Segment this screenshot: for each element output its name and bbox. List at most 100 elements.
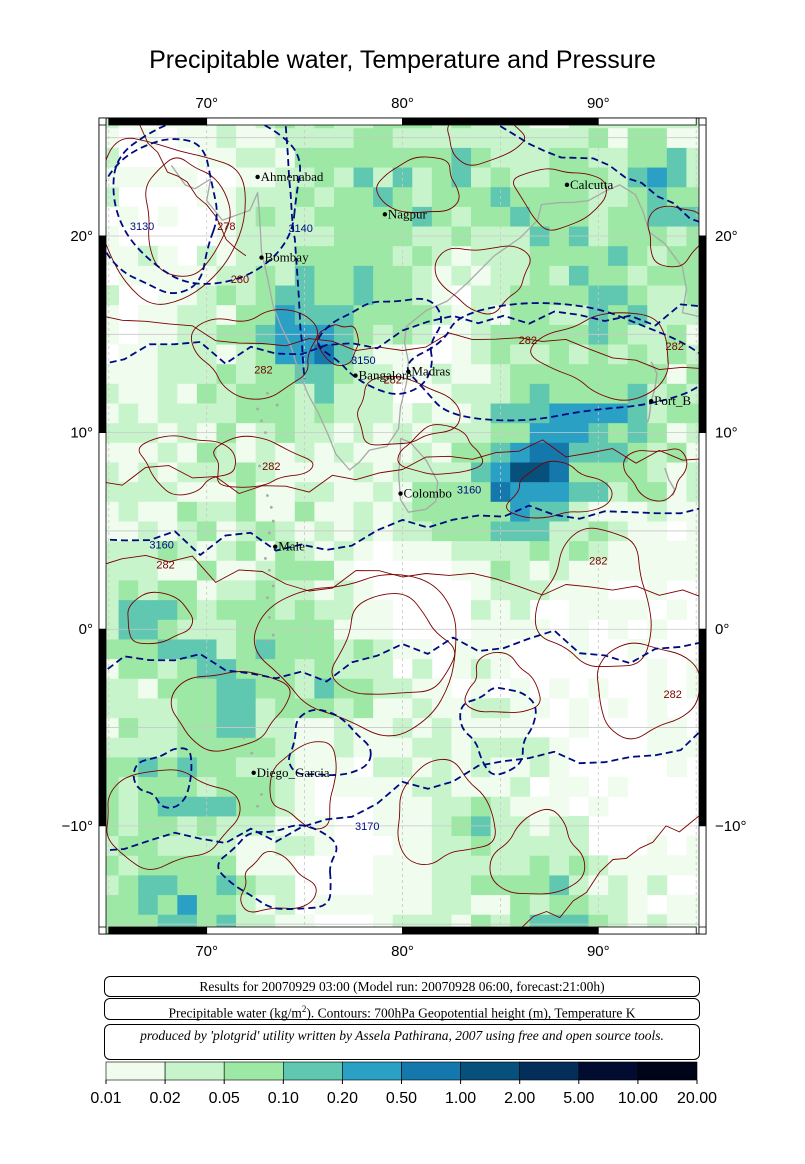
colorbar-label: 0.20 [327, 1090, 358, 1107]
pw-cell [568, 875, 589, 896]
frame-corner [698, 926, 707, 935]
pw-cell [255, 206, 276, 227]
pw-cell [157, 698, 178, 719]
pw-cell [177, 796, 198, 817]
pw-cell [275, 206, 296, 227]
colorbar-swatch [637, 1061, 698, 1081]
pw-cell [138, 167, 159, 188]
pw-cell [510, 855, 531, 876]
pw-cell [431, 265, 452, 286]
pw-cell [177, 167, 198, 188]
pw-cell [353, 599, 374, 620]
pw-cell [138, 599, 159, 620]
pw-cell [490, 796, 511, 817]
temperature-isoline [397, 758, 496, 865]
pw-cell [118, 403, 139, 424]
colorbar-label: 0.02 [150, 1090, 181, 1107]
pw-cell [255, 147, 276, 168]
temperature-contours [99, 118, 706, 930]
pw-cell [216, 442, 237, 463]
pw-cell [353, 186, 374, 207]
pw-cell [647, 540, 668, 561]
pw-cell [216, 403, 237, 424]
pw-cell [373, 363, 394, 384]
pw-cell [314, 580, 335, 601]
pw-cell [451, 206, 472, 227]
pw-cell [118, 363, 139, 384]
pw-cell [431, 540, 452, 561]
pw-cell [255, 875, 276, 896]
pw-cell [431, 698, 452, 719]
pw-cell [333, 245, 354, 266]
pw-cell [236, 304, 257, 325]
pw-cell [549, 462, 570, 483]
pw-cell [353, 147, 374, 168]
pw-cell [549, 403, 570, 424]
pw-cell [255, 678, 276, 699]
island-marker [271, 633, 275, 637]
temperature-isoline [240, 851, 317, 913]
pw-cell [236, 599, 257, 620]
pw-cell [314, 462, 335, 483]
geopotential-height-contours [99, 118, 706, 910]
pw-cell [373, 501, 394, 522]
pw-cell [431, 678, 452, 699]
pw-cell [255, 403, 276, 424]
pw-cell [314, 304, 335, 325]
pw-cell [157, 678, 178, 699]
coastline-sri-lanka [397, 437, 439, 513]
pw-cell [373, 776, 394, 797]
pw-cell [529, 383, 550, 404]
pw-cell [647, 658, 668, 679]
pw-cell [392, 245, 413, 266]
pw-cell [568, 894, 589, 915]
pw-cell [216, 875, 237, 896]
pw-cell [549, 481, 570, 502]
pw-cell [529, 737, 550, 758]
pw-cell [627, 639, 648, 660]
pw-cell [236, 737, 257, 758]
pw-cell [490, 737, 511, 758]
pw-cell [471, 698, 492, 719]
city-label: Colombo [404, 486, 452, 501]
pw-cell [510, 698, 531, 719]
pw-cell [294, 245, 315, 266]
island-marker [271, 584, 275, 588]
city-dot [273, 544, 278, 549]
pw-cell [412, 167, 433, 188]
lon-tick-label-bottom: 90° [587, 943, 610, 960]
pw-cell [196, 580, 217, 601]
pw-cell [627, 894, 648, 915]
pw-cell [118, 344, 139, 365]
pw-cell [666, 363, 687, 384]
city-label: Male [278, 539, 305, 554]
height-isoline [112, 118, 301, 285]
pw-cell [177, 875, 198, 896]
pw-cell [216, 737, 237, 758]
pw-cell [216, 678, 237, 699]
pw-cell [118, 481, 139, 502]
pw-cell [647, 462, 668, 483]
pw-cell [216, 462, 237, 483]
pw-cell [549, 344, 570, 365]
temperature-isoline [506, 460, 613, 519]
city-dot [406, 369, 411, 374]
pw-cell [157, 245, 178, 266]
pw-cell [471, 186, 492, 207]
pw-cell [549, 580, 570, 601]
pw-cell [549, 206, 570, 227]
pw-cell [255, 658, 276, 679]
pw-cell [275, 501, 296, 522]
pw-cell [666, 442, 687, 463]
pw-cell [588, 580, 609, 601]
pw-cell [255, 737, 276, 758]
pw-cell [236, 639, 257, 660]
pw-cell [451, 186, 472, 207]
pw-cell [216, 855, 237, 876]
pw-cell [118, 206, 139, 227]
frame-band-segment [698, 235, 707, 434]
pw-cell [529, 167, 550, 188]
temperature-contour-label: 282 [664, 689, 682, 701]
pw-cell [451, 481, 472, 502]
